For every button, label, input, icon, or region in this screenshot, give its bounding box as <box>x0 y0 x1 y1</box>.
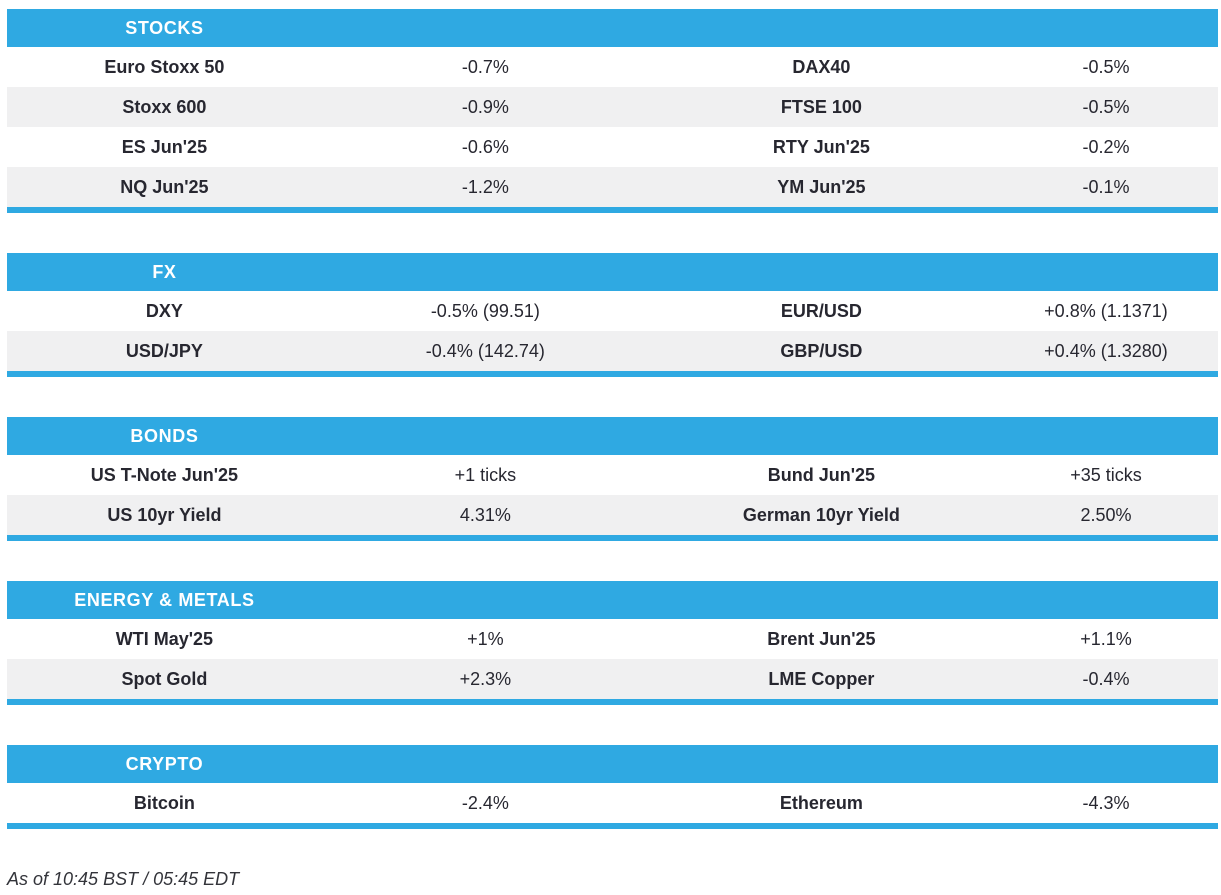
market-section: CRYPTO Bitcoin -2.4% Ethereum -4.3% <box>7 745 1218 829</box>
table-row: Euro Stoxx 50 -0.7% DAX40 -0.5% <box>7 47 1218 87</box>
instrument-label: DXY <box>145 300 183 321</box>
section-title: ENERGY & METALS <box>74 589 255 610</box>
section-bottom-bar <box>7 823 1218 829</box>
timestamp: As of 10:45 BST / 05:45 EDT <box>7 869 240 889</box>
instrument-label: Ethereum <box>779 792 863 813</box>
change-value: -0.5% <box>1082 56 1130 77</box>
change-value: -0.5% <box>1082 96 1130 117</box>
instrument-label: Stoxx 600 <box>122 96 207 117</box>
change-value: +1% <box>467 628 504 649</box>
change-value: 4.31% <box>459 504 511 525</box>
change-value: -0.9% <box>461 96 509 117</box>
instrument-label: YM Jun'25 <box>777 176 866 197</box>
instrument-label: GBP/USD <box>780 340 863 361</box>
change-value: -0.5% (99.51) <box>430 300 540 321</box>
table-row: US 10yr Yield 4.31% German 10yr Yield 2.50% <box>7 495 1218 535</box>
instrument-label: Euro Stoxx 50 <box>104 56 225 77</box>
section-header: FX <box>7 253 1218 291</box>
section-header: STOCKS <box>7 9 1218 47</box>
change-value: -0.7% <box>461 56 509 77</box>
market-section: STOCKS Euro Stoxx 50 -0.7% DAX40 -0.5% Stoxx … <box>7 9 1218 213</box>
change-value: +0.8% (1.1371) <box>1044 300 1168 321</box>
table-row: NQ Jun'25 -1.2% YM Jun'25 -0.1% <box>7 167 1218 207</box>
market-section: FX DXY -0.5% (99.51) EUR/USD +0.8% (1.1371) U… <box>7 253 1218 377</box>
section-bottom-bar <box>7 699 1218 705</box>
section-title: CRYPTO <box>125 753 204 774</box>
change-value: +2.3% <box>459 668 512 689</box>
instrument-label: German 10yr Yield <box>742 504 900 525</box>
change-value: -2.4% <box>461 792 509 813</box>
change-value: -0.2% <box>1082 136 1130 157</box>
section-header: CRYPTO <box>7 745 1218 783</box>
table-row: Bitcoin -2.4% Ethereum -4.3% <box>7 783 1218 823</box>
change-value: +1.1% <box>1080 628 1132 649</box>
table-row: US T-Note Jun'25 +1 ticks Bund Jun'25 +35 t… <box>7 455 1218 495</box>
change-value: -0.4% (142.74) <box>425 340 545 361</box>
table-row: Stoxx 600 -0.9% FTSE 100 -0.5% <box>7 87 1218 127</box>
section-bottom-bar <box>7 535 1218 541</box>
change-value: +35 ticks <box>1070 464 1142 485</box>
section-title: FX <box>152 261 177 282</box>
instrument-label: RTY Jun'25 <box>772 136 870 157</box>
instrument-label: Spot Gold <box>121 668 208 689</box>
change-value: -0.6% <box>461 136 509 157</box>
market-section: ENERGY & METALS WTI May'25 +1% Brent Jun'25… <box>7 581 1218 705</box>
instrument-label: DAX40 <box>792 56 851 77</box>
instrument-label: US 10yr Yield <box>107 504 222 525</box>
table-row: Spot Gold +2.3% LME Copper -0.4% <box>7 659 1218 699</box>
section-bottom-bar <box>7 371 1218 377</box>
instrument-label: USD/JPY <box>125 340 203 361</box>
section-header: BONDS <box>7 417 1218 455</box>
instrument-label: EUR/USD <box>780 300 862 321</box>
table-row: USD/JPY -0.4% (142.74) GBP/USD +0.4% (1.328… <box>7 331 1218 371</box>
change-value: +1 ticks <box>454 464 517 485</box>
instrument-label: Brent Jun'25 <box>767 628 876 649</box>
change-value: 2.50% <box>1080 504 1132 525</box>
change-value: -0.1% <box>1082 176 1130 197</box>
change-value: -1.2% <box>461 176 509 197</box>
section-header: ENERGY & METALS <box>7 581 1218 619</box>
sections: STOCKS Euro Stoxx 50 -0.7% DAX40 -0.5% Stoxx … <box>7 9 1218 829</box>
instrument-label: US T-Note Jun'25 <box>90 464 239 485</box>
section-title: STOCKS <box>125 17 204 38</box>
market-section: BONDS US T-Note Jun'25 +1 ticks Bund Jun'25… <box>7 417 1218 541</box>
instrument-label: NQ Jun'25 <box>120 176 209 197</box>
change-value: -0.4% <box>1082 668 1130 689</box>
instrument-label: ES Jun'25 <box>121 136 208 157</box>
instrument-label: Bund Jun'25 <box>767 464 876 485</box>
change-value: -4.3% <box>1082 792 1130 813</box>
table-row: ES Jun'25 -0.6% RTY Jun'25 -0.2% <box>7 127 1218 167</box>
section-title: BONDS <box>130 425 199 446</box>
change-value: +0.4% (1.3280) <box>1044 340 1168 361</box>
instrument-label: FTSE 100 <box>780 96 862 117</box>
table-row: DXY -0.5% (99.51) EUR/USD +0.8% (1.1371) <box>7 291 1218 331</box>
instrument-label: LME Copper <box>768 668 875 689</box>
table-row: WTI May'25 +1% Brent Jun'25 +1.1% <box>7 619 1218 659</box>
instrument-label: Bitcoin <box>133 792 195 813</box>
instrument-label: WTI May'25 <box>115 628 214 649</box>
section-bottom-bar <box>7 207 1218 213</box>
